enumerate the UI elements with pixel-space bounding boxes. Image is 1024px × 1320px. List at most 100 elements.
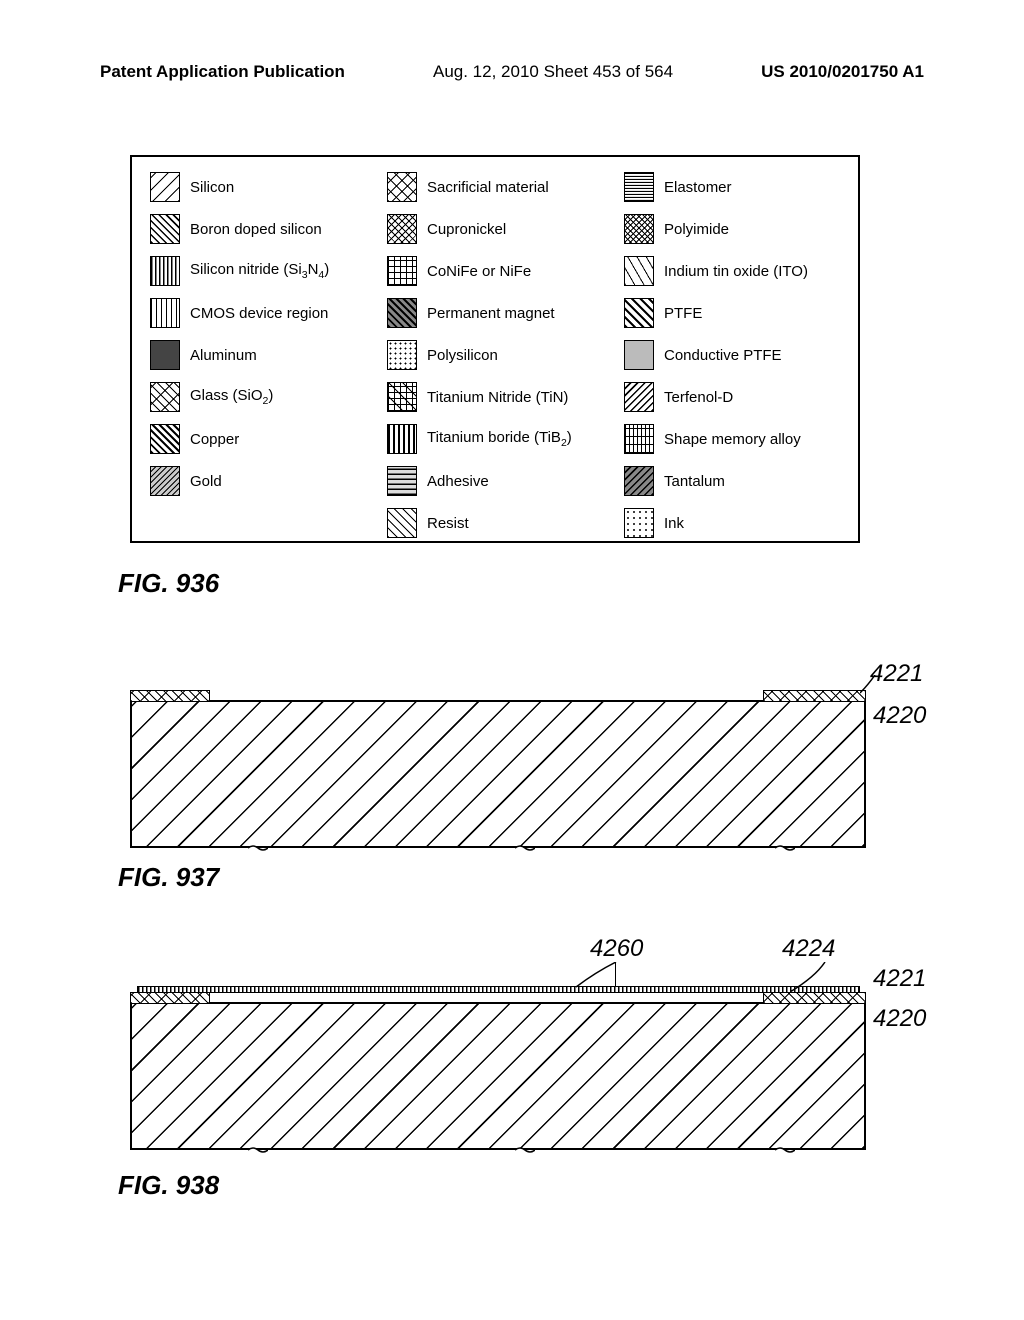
pub-type: Patent Application Publication <box>100 62 345 82</box>
swatch-icon <box>387 256 417 286</box>
legend-label: PTFE <box>664 305 702 322</box>
swatch-icon <box>624 340 654 370</box>
legend-item: Elastomer <box>624 172 808 202</box>
legend-item: Aluminum <box>150 340 329 370</box>
pub-number: US 2010/0201750 A1 <box>761 62 924 82</box>
legend-item: Conductive PTFE <box>624 340 808 370</box>
legend-label: Cupronickel <box>427 221 506 238</box>
legend-label: CMOS device region <box>190 305 328 322</box>
legend-item: Ink <box>624 508 808 538</box>
break-mark-icon <box>515 844 535 856</box>
legend-item: Silicon <box>150 172 329 202</box>
legend-label: Polyimide <box>664 221 729 238</box>
swatch-icon <box>150 298 180 328</box>
swatch-icon <box>624 424 654 454</box>
swatch-icon <box>624 508 654 538</box>
legend-label: Sacrificial material <box>427 179 549 196</box>
swatch-icon <box>387 424 417 454</box>
legend-item: Permanent magnet <box>387 298 572 328</box>
legend-label: Ink <box>664 515 684 532</box>
legend-item: Polyimide <box>624 214 808 244</box>
legend-item: Titanium Nitride (TiN) <box>387 382 572 412</box>
swatch-icon <box>150 382 180 412</box>
swatch-icon <box>624 382 654 412</box>
legend-label: Elastomer <box>664 179 732 196</box>
legend-item: Adhesive <box>387 466 572 496</box>
legend-item: Polysilicon <box>387 340 572 370</box>
legend-label: Silicon <box>190 179 234 196</box>
legend-label: Tantalum <box>664 473 725 490</box>
swatch-icon <box>624 256 654 286</box>
break-mark-icon <box>515 1146 535 1158</box>
swatch-icon <box>150 172 180 202</box>
legend-item: Tantalum <box>624 466 808 496</box>
legend-label: CoNiFe or NiFe <box>427 263 531 280</box>
legend-label: Resist <box>427 515 469 532</box>
legend-item: Sacrificial material <box>387 172 572 202</box>
legend-item: Glass (SiO2) <box>150 382 329 412</box>
ref-4221-938: 4221 <box>873 965 926 993</box>
figure-caption-937: FIG. 937 <box>118 862 219 893</box>
break-mark-icon <box>775 844 795 856</box>
legend-label: Aluminum <box>190 347 257 364</box>
legend-box: Silicon Boron doped silicon Silicon nitrid… <box>130 155 860 543</box>
page-header: Patent Application Publication Aug. 12, … <box>0 62 1024 82</box>
device-region-left-937 <box>130 690 210 702</box>
legend-label: Terfenol-D <box>664 389 733 406</box>
legend-label: Adhesive <box>427 473 489 490</box>
ref-4260-938: 4260 <box>590 935 643 963</box>
silicon-wafer-938 <box>130 1002 866 1150</box>
ref-4220-938: 4220 <box>873 1005 926 1033</box>
legend-item: Indium tin oxide (ITO) <box>624 256 808 286</box>
legend-label: Titanium Nitride (TiN) <box>427 389 568 406</box>
legend-label: Gold <box>190 473 222 490</box>
legend-item: Terfenol-D <box>624 382 808 412</box>
legend-item: CoNiFe or NiFe <box>387 256 572 286</box>
legend-label: Boron doped silicon <box>190 221 322 238</box>
leader-line <box>615 962 616 986</box>
legend-label: Titanium boride (TiB2) <box>427 429 572 449</box>
figure-caption-936: FIG. 936 <box>118 568 219 599</box>
legend-item: Shape memory alloy <box>624 424 808 454</box>
swatch-icon <box>387 214 417 244</box>
legend-label: Glass (SiO2) <box>190 387 273 407</box>
legend-item: CMOS device region <box>150 298 329 328</box>
legend-label: Silicon nitride (Si3N4) <box>190 261 329 281</box>
swatch-icon <box>150 466 180 496</box>
legend-label: Permanent magnet <box>427 305 555 322</box>
leader-line <box>860 675 880 702</box>
swatch-icon <box>624 298 654 328</box>
nitride-layer-938 <box>137 986 860 993</box>
break-mark-icon <box>248 1146 268 1158</box>
swatch-icon <box>150 256 180 286</box>
legend-label: Indium tin oxide (ITO) <box>664 263 808 280</box>
device-region-left-938 <box>130 992 210 1004</box>
swatch-icon <box>387 508 417 538</box>
legend-item: Cupronickel <box>387 214 572 244</box>
swatch-icon <box>624 466 654 496</box>
break-mark-icon <box>775 1146 795 1158</box>
swatch-icon <box>387 172 417 202</box>
swatch-icon <box>387 382 417 412</box>
legend-label: Shape memory alloy <box>664 431 801 448</box>
pub-date-sheet: Aug. 12, 2010 Sheet 453 of 564 <box>433 62 673 82</box>
swatch-icon <box>150 214 180 244</box>
ref-4224-938: 4224 <box>782 935 835 963</box>
swatch-icon <box>150 424 180 454</box>
swatch-icon <box>150 340 180 370</box>
silicon-wafer-937 <box>130 700 866 848</box>
legend-column-3: Elastomer Polyimide Indium tin oxide (ITO)… <box>624 172 808 550</box>
legend-column-2: Sacrificial material Cupronickel CoNiFe or… <box>387 172 572 550</box>
legend-item: Boron doped silicon <box>150 214 329 244</box>
device-region-right-937 <box>763 690 866 702</box>
legend-label: Conductive PTFE <box>664 347 782 364</box>
swatch-icon <box>624 172 654 202</box>
legend-label: Copper <box>190 431 239 448</box>
legend-item: Copper <box>150 424 329 454</box>
legend-column-1: Silicon Boron doped silicon Silicon nitrid… <box>150 172 329 508</box>
legend-item: Titanium boride (TiB2) <box>387 424 572 454</box>
legend-item: PTFE <box>624 298 808 328</box>
legend-item: Gold <box>150 466 329 496</box>
legend-item: Resist <box>387 508 572 538</box>
legend-item: Silicon nitride (Si3N4) <box>150 256 329 286</box>
